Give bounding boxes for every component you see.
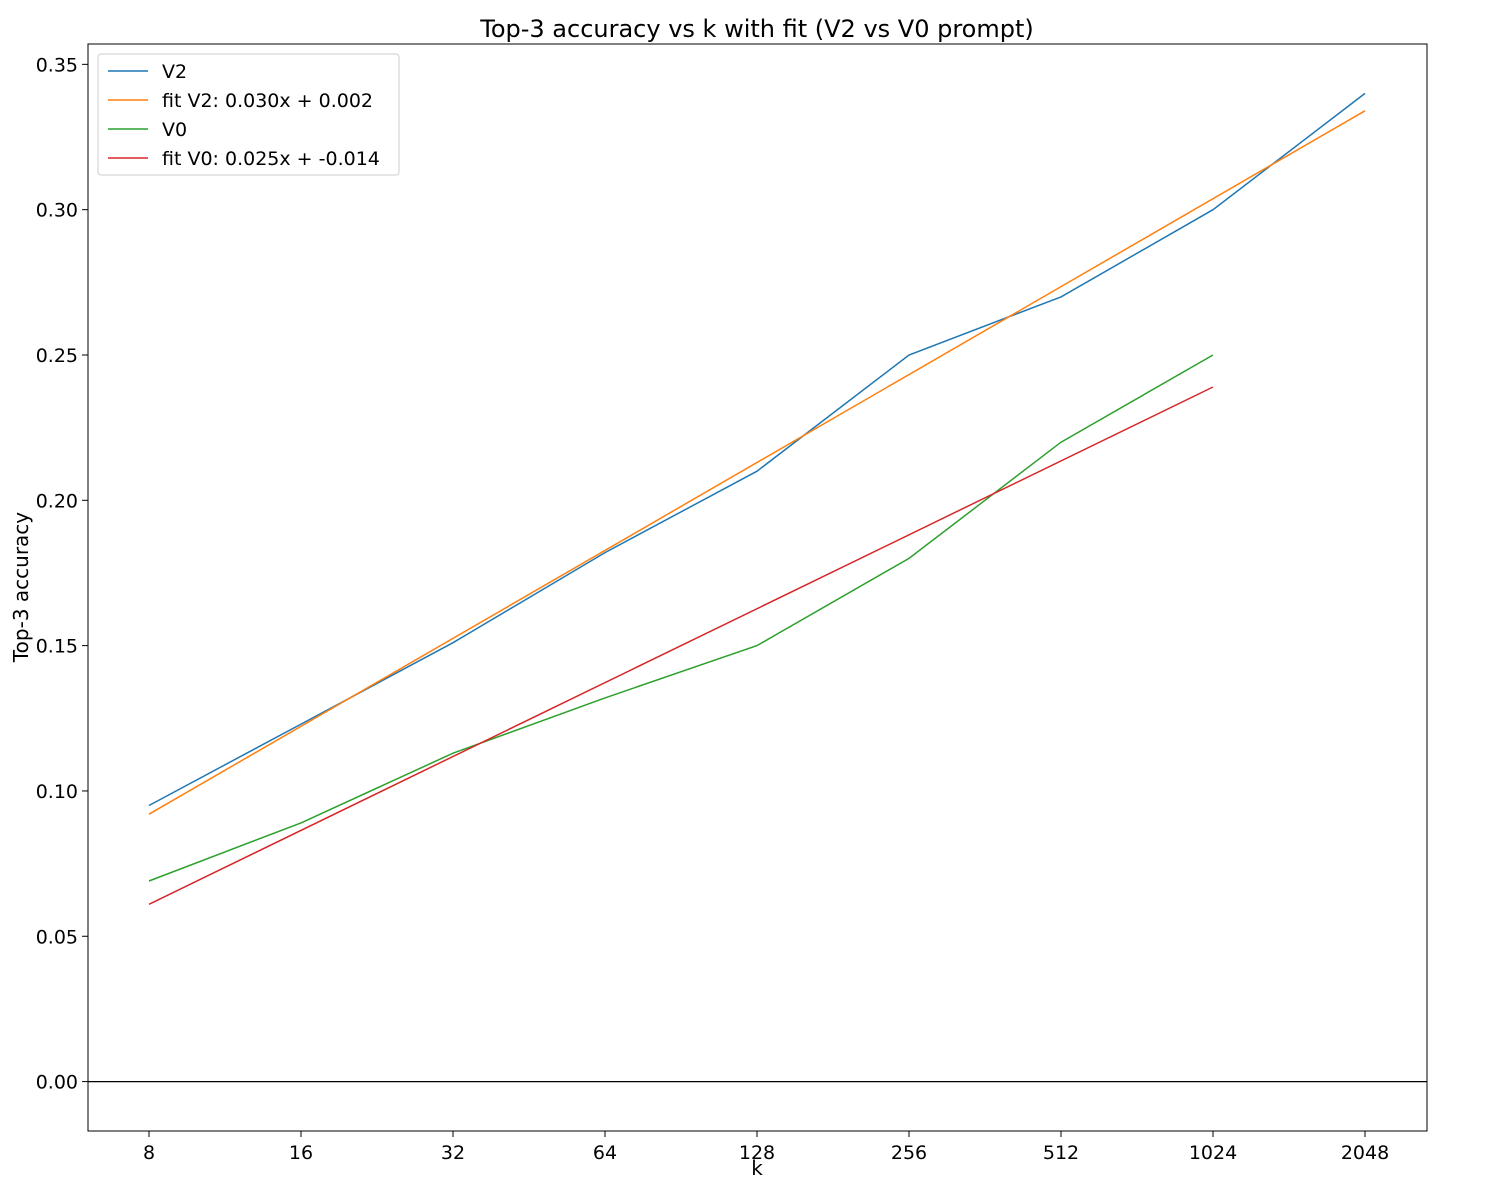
series-line-0 <box>148 92 1366 807</box>
legend-entry: fit V2: 0.030x + 0.002 <box>162 90 373 112</box>
y-tick-label: 0.00 <box>36 1072 78 1094</box>
x-axis: 8 16 32 64 128 256 512 1024 2048 <box>143 1131 1389 1164</box>
chart-title: Top-3 accuracy vs k with fit (V2 vs V0 p… <box>479 15 1034 43</box>
y-axis: 0.00 0.05 0.10 0.15 0.20 0.25 0.30 0.35 <box>36 54 88 1094</box>
x-tick-label: 1024 <box>1189 1142 1237 1164</box>
y-tick-label: 0.15 <box>36 636 78 658</box>
y-tick-label: 0.10 <box>36 781 78 803</box>
series-line-2 <box>148 354 1214 882</box>
legend: V2 fit V2: 0.030x + 0.002 V0 fit V0: 0.025x… <box>97 53 400 176</box>
x-tick-label: 8 <box>143 1142 155 1164</box>
y-tick-label: 0.05 <box>36 926 78 948</box>
series-layer <box>88 92 1427 1083</box>
series-line-1 <box>148 110 1366 815</box>
x-tick-label: 64 <box>593 1142 617 1164</box>
y-tick-label: 0.20 <box>36 490 78 512</box>
x-tick-label: 128 <box>739 1142 775 1164</box>
x-axis-label: k <box>751 1156 763 1177</box>
series-line-3 <box>148 386 1214 905</box>
x-tick-label: 512 <box>1043 1142 1079 1164</box>
legend-entry: fit V0: 0.025x + -0.014 <box>162 148 380 170</box>
x-tick-label: 2048 <box>1341 1142 1389 1164</box>
x-tick-label: 256 <box>891 1142 927 1164</box>
legend-entry: V2 <box>162 61 187 83</box>
plot-area <box>87 43 1428 1132</box>
legend-entry: V0 <box>162 119 187 141</box>
y-tick-label: 0.30 <box>36 200 78 222</box>
x-tick-label: 16 <box>289 1142 313 1164</box>
y-axis-label: Top-3 accuracy <box>9 512 33 663</box>
x-tick-label: 32 <box>441 1142 465 1164</box>
y-tick-label: 0.35 <box>36 54 78 76</box>
y-tick-label: 0.25 <box>36 345 78 367</box>
legend-box <box>97 53 400 176</box>
